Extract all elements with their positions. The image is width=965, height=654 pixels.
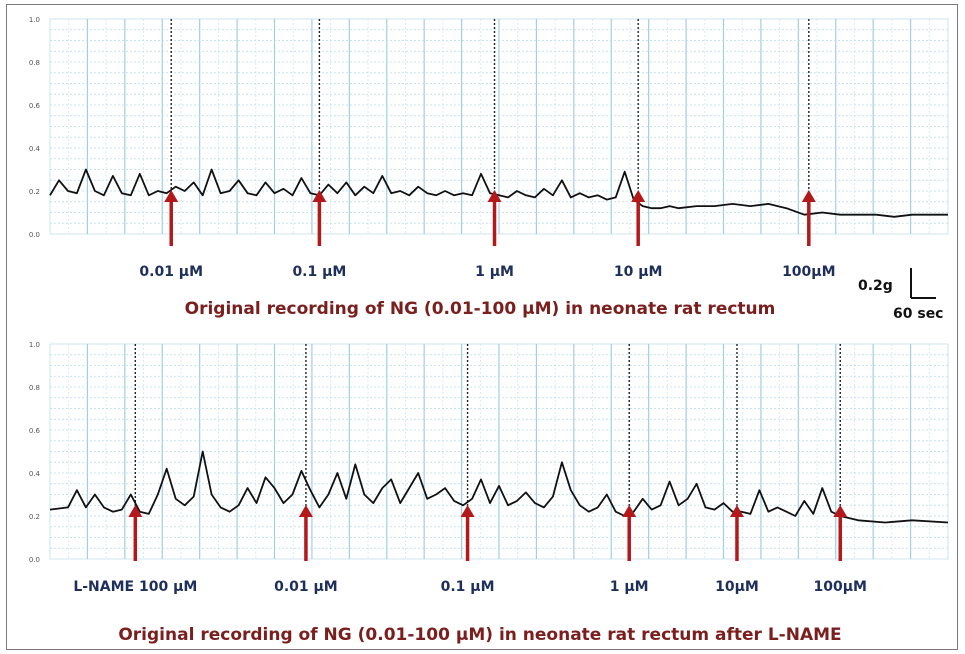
dose-arrow-head [631,190,646,202]
dose-label: 1 μM [475,264,514,280]
dose-arrow [312,190,327,246]
dose-arrow [460,505,475,561]
scale-force-label: 0.2g [858,278,893,294]
dose-arrow-head [460,505,475,517]
dose-arrow [801,190,816,246]
dose-arrow-head [164,190,179,202]
dose-arrow-head [128,505,143,517]
scale-time-label: 60 sec [893,306,943,322]
y-tick-label: 0.8 [29,59,40,67]
dose-arrow [729,505,744,561]
dose-label: 1 μM [610,579,649,595]
dose-arrow-head [801,190,816,202]
dose-label: 0.1 μM [292,264,346,280]
y-tick-label: 0.6 [29,427,41,435]
y-tick-label: 0.8 [29,384,40,392]
dose-arrow [622,505,637,561]
dose-arrow-head [487,190,502,202]
dose-label: 100μM [814,579,867,595]
dose-label: 10 μM [614,264,663,280]
dose-arrow [128,505,143,561]
dose-arrow [164,190,179,246]
dose-label: 100μM [782,264,835,280]
dose-arrow-head [312,190,327,202]
dose-label: 0.01 μM [139,264,203,280]
figure-frame [6,4,958,650]
dose-arrow [487,190,502,246]
y-tick-label: 1.0 [29,16,40,24]
dose-arrow [298,505,313,561]
dose-arrow-head [298,505,313,517]
dose-label: 0.01 μM [274,579,338,595]
y-tick-label: 0.6 [29,102,41,110]
top-caption: Original recording of NG (0.01-100 μM) i… [185,299,776,319]
y-tick-label: 0.2 [29,188,40,196]
dose-arrow-head [622,505,637,517]
y-tick-label: 0.4 [29,470,41,478]
dose-label: L-NAME 100 μM [73,579,197,595]
scale-bar: 0.2g 60 sec [858,268,943,322]
dose-label: 0.1 μM [441,579,495,595]
dose-label: 10μM [715,579,759,595]
y-tick-label: 0.2 [29,513,40,521]
dose-arrow [631,190,646,246]
dose-arrow-head [729,505,744,517]
top-recording-panel: 0.0 0.2 0.4 0.6 0.8 1.0 0.01 μM 0.1 μM 1 μM 10 μM… [29,16,949,280]
bottom-caption: Original recording of NG (0.01-100 μM) i… [118,625,841,645]
y-tick-label: 1.0 [29,341,40,349]
dose-arrow-head [833,505,848,517]
dose-arrow [833,505,848,561]
y-tick-label: 0.4 [29,145,41,153]
recording-trace [49,168,948,218]
y-tick-label: 0.0 [29,231,40,239]
bottom-recording-panel: 0.0 0.2 0.4 0.6 0.8 1.0 L-NAME 100 μM 0.01 μM 0.… [29,341,949,595]
y-tick-label: 0.0 [29,556,40,564]
